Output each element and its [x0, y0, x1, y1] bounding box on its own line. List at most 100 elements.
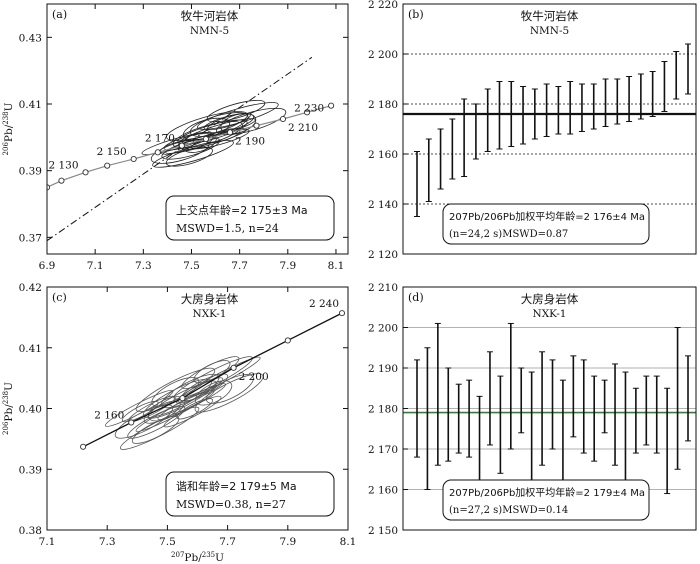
y-tick-label: 2 120 — [368, 249, 398, 261]
concordia-age-marker — [128, 419, 135, 426]
concordia-age-marker — [80, 443, 87, 450]
y-tick-label: 0.40 — [19, 404, 42, 416]
panel-title: 牧牛河岩体 — [181, 9, 239, 23]
concordia-age-marker — [284, 337, 291, 344]
x-tick-label: 8.1 — [328, 260, 345, 272]
concordia-age-marker — [179, 395, 186, 402]
error-ellipse — [206, 99, 266, 123]
y-axis-label-part: 238 — [2, 111, 10, 124]
panel-title: 牧牛河岩体 — [521, 9, 579, 23]
annotation-box — [165, 195, 335, 241]
concordia-age-marker — [338, 310, 346, 317]
x-tick-label: 7.7 — [231, 260, 248, 272]
annotation-box — [442, 203, 650, 245]
y-tick-label: 2 170 — [368, 444, 398, 456]
x-tick-label: 7.1 — [87, 260, 104, 272]
y-tick-label: 2 160 — [368, 485, 398, 497]
y-tick-label: 2 210 — [368, 282, 398, 294]
y-tick-label: 0.41 — [19, 99, 42, 111]
y-axis-label-part: 206 — [2, 421, 10, 435]
age-label: 2 130 — [48, 159, 78, 171]
y-tick-label: 2 140 — [368, 199, 398, 211]
x-axis-label-part: 207 — [171, 551, 184, 559]
panel-title: 大房身岩体 — [521, 292, 579, 306]
age-label: 2 150 — [97, 146, 127, 158]
y-tick-label: 2 180 — [368, 404, 398, 416]
error-ellipse — [216, 107, 287, 136]
annotation-line: 207Pb/206Pb加权平均年龄=2 176±4 Ma — [449, 210, 645, 223]
annotation-line: 207Pb/206Pb加权平均年龄=2 179±4 Ma — [449, 486, 645, 499]
x-axis-label-part: U — [215, 552, 224, 564]
age-label: 2 160 — [94, 409, 124, 421]
error-ellipse — [193, 360, 231, 384]
annotation-box — [165, 471, 335, 517]
age-label: 2 230 — [294, 103, 324, 115]
error-ellipse — [121, 400, 159, 423]
x-tick-label: 7.5 — [159, 536, 176, 548]
error-ellipse — [194, 373, 264, 413]
y-tick-label: 2 160 — [368, 149, 398, 161]
annotation-line: MSWD=1.5, n=24 — [176, 222, 279, 235]
y-tick-label: 0.42 — [19, 282, 42, 294]
y-axis-label-part: U — [3, 382, 15, 391]
x-tick-label: 7.7 — [219, 536, 236, 548]
y-tick-label: 2 200 — [368, 323, 398, 335]
concordia-age-marker — [178, 142, 185, 149]
age-label: 2 200 — [239, 371, 269, 383]
error-ellipse — [176, 398, 214, 420]
x-axis-label-part: 235 — [202, 551, 215, 559]
panel-1: 2 120 2 140 2 160 2 180 2 200 2 220 (b) 牧牛河岩体 NM… — [368, 0, 697, 261]
concordia-age-marker — [202, 135, 209, 143]
panel-0: 2 130 2 150 2 170 2 190 2 210 2 230 6.9 7.1 7.3 7… — [2, 3, 349, 272]
panel-subtitle: NXK-1 — [193, 308, 227, 320]
y-tick-label: 2 200 — [368, 49, 398, 61]
x-axis-label-part: Pb/ — [184, 552, 202, 564]
y-tick-label: 0.37 — [19, 232, 42, 244]
error-ellipse — [203, 112, 251, 131]
x-tick-label: 6.9 — [39, 260, 56, 272]
panel-subtitle: NXK-1 — [533, 308, 567, 320]
panel-label: (c) — [52, 291, 67, 304]
concordia-age-marker — [58, 177, 65, 184]
panel-label: (b) — [408, 8, 424, 21]
y-tick-label: 0.41 — [19, 343, 42, 355]
age-label: 2 190 — [235, 135, 265, 147]
annotation-line: MSWD=0.38, n=27 — [176, 498, 286, 511]
annotation-line: 谐和年龄=2 179±5 Ma — [176, 479, 297, 493]
error-ellipse — [150, 139, 210, 164]
panel-title: 大房身岩体 — [181, 292, 239, 306]
y-tick-label: 0.38 — [19, 525, 42, 537]
plot-frame — [402, 3, 697, 255]
x-tick-label: 7.5 — [183, 260, 200, 272]
error-ellipse — [104, 389, 174, 427]
error-ellipse — [194, 380, 233, 406]
panel-3: 2 150 2 160 2 170 2 180 2 190 2 200 2 210 (d) 大房… — [368, 282, 697, 537]
y-tick-label: 0.39 — [19, 166, 42, 178]
y-axis-label: 206Pb/238U — [2, 102, 15, 155]
concordia-age-marker — [130, 155, 137, 163]
annotation-line: (n=24,2 s)MSWD=0.87 — [449, 229, 568, 240]
y-axis-label: 206Pb/238U — [2, 382, 15, 435]
concordia-age-marker — [230, 364, 237, 371]
age-label: 2 240 — [309, 298, 339, 310]
concordia-curve — [82, 312, 343, 448]
y-axis-label-part: 206 — [2, 142, 10, 156]
x-tick-label: 7.3 — [135, 260, 152, 272]
panel-label: (a) — [52, 8, 67, 21]
panel-subtitle: NMN-5 — [530, 25, 569, 37]
annotation-box — [442, 479, 650, 521]
y-tick-label: 0.39 — [19, 464, 42, 476]
age-label: 2 210 — [288, 122, 318, 134]
y-tick-label: 0.43 — [19, 32, 42, 44]
x-tick-label: 7.3 — [99, 536, 116, 548]
panel-2: 2 160 2 200 2 240 7.1 7.3 7.5 7.7 7.9 8.1 0.38 0.3… — [2, 282, 356, 564]
concordia-age-marker — [328, 102, 335, 109]
y-axis-label-part: Pb/ — [3, 124, 15, 142]
y-tick-label: 2 190 — [368, 363, 398, 375]
y-axis-label-part: U — [3, 102, 15, 111]
x-tick-label: 7.1 — [39, 536, 56, 548]
error-ellipse — [127, 405, 186, 439]
error-ellipse — [177, 119, 248, 145]
error-ellipse — [163, 395, 222, 428]
